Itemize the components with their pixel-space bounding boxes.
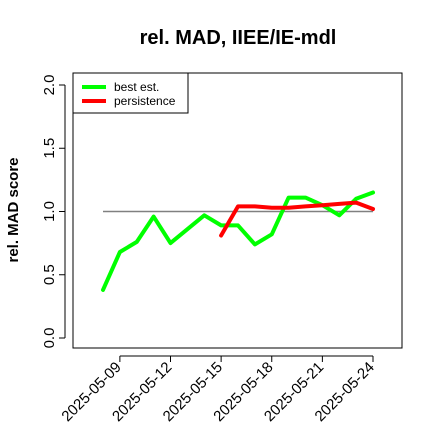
data-point-best-est	[135, 240, 139, 244]
y-tick-label: 1.0	[41, 201, 58, 222]
data-point-best-est	[253, 242, 257, 246]
data-point-best-est	[202, 213, 206, 217]
data-point-persistence	[320, 203, 324, 207]
y-tick-label: 1.5	[41, 138, 58, 159]
data-point-best-est	[287, 196, 291, 200]
data-point-best-est	[371, 191, 375, 195]
data-point-best-est	[101, 288, 105, 292]
series-layer	[101, 190, 375, 292]
data-point-persistence	[270, 206, 274, 210]
data-point-best-est	[152, 215, 156, 219]
series-line-persistence	[219, 200, 375, 238]
legend-box	[72, 72, 189, 114]
data-point-best-est	[304, 196, 307, 200]
y-tick-label: 2.0	[41, 75, 58, 96]
data-point-best-est	[118, 250, 122, 254]
y-tick-label: 0.5	[41, 264, 58, 285]
data-point-best-est	[270, 232, 274, 236]
y-tick-label: 0.0	[41, 328, 58, 349]
chart-title: rel. MAD, IIEE/IE-mdl	[140, 27, 337, 49]
data-point-persistence	[253, 204, 257, 208]
y-axis: 0.0 0.5 1.0 1.5 2.0	[41, 75, 66, 349]
data-point-best-est	[236, 223, 240, 227]
data-point-persistence	[337, 202, 341, 206]
legend: best est. persistence	[72, 72, 189, 114]
data-point-best-est	[219, 223, 223, 227]
data-point-persistence	[304, 204, 307, 208]
data-point-best-est	[185, 227, 189, 231]
data-point-best-est	[354, 197, 358, 201]
legend-label-persistence: persistence	[114, 94, 176, 108]
data-point-persistence	[236, 204, 240, 208]
data-point-persistence	[219, 234, 223, 238]
data-point-persistence	[354, 201, 358, 205]
data-point-persistence	[371, 207, 375, 211]
data-point-best-est	[169, 241, 172, 245]
plot-frame	[72, 72, 403, 349]
y-axis-label: rel. MAD score	[5, 157, 22, 262]
data-point-best-est	[337, 213, 341, 217]
x-axis: 2025-05-092025-05-122025-05-152025-05-18…	[58, 355, 378, 425]
data-point-persistence	[287, 206, 291, 210]
legend-label-best-est: best est.	[114, 80, 159, 94]
